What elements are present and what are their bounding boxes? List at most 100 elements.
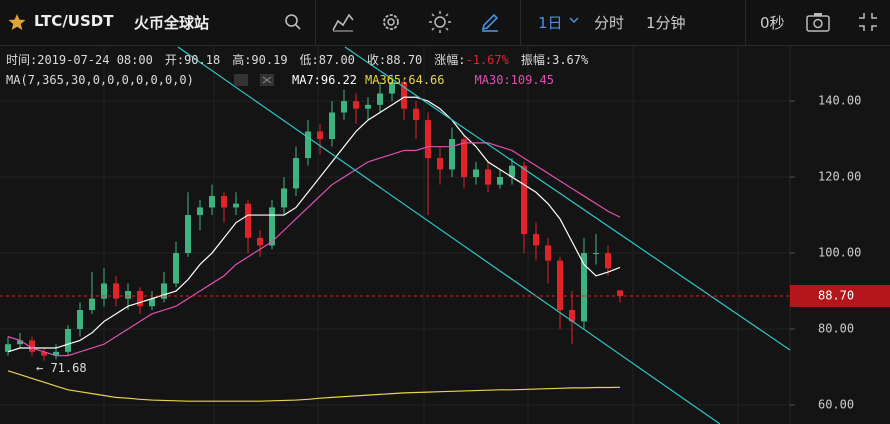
info-value: 90.19 [251,53,288,67]
info-value: 3.67% [552,53,589,67]
legend: MA7:96.22 MA365:64.66 MA30:109.45 [292,73,554,87]
ma-settings[interactable]: MA(7,365,30,0,0,0,0,0,0,0) [6,73,194,87]
ohlc-info: 时间:2019-07-24 08:00 开:90.18 高:90.19 低:87.00… [6,51,588,68]
candle-body [473,169,479,178]
candle-body [185,215,191,254]
low-marker: ← 71.68 [36,361,87,375]
dropdown-caret[interactable] [569,17,579,25]
favorite-star[interactable] [8,13,26,31]
candle-body [341,101,347,113]
info-label: 振幅: [520,53,553,67]
draw-icon[interactable] [480,12,500,32]
legend-entry: MA365:64.66 [365,73,445,87]
separator [520,0,521,46]
y-tick-label: 80.00 [818,322,854,336]
info-value: 88.70 [386,53,423,67]
separator [315,0,316,46]
candle-body [209,196,215,208]
candle-body [497,177,503,185]
interval-selected[interactable]: 1日 [538,14,563,32]
candle-body [149,298,155,307]
interval-tab[interactable]: 1分钟 [646,14,686,32]
y-tick-label: 140.00 [818,94,861,108]
candle-body [413,108,419,121]
ma-line [7,96,621,353]
candle-body [293,158,299,189]
info-value: 87.00 [318,53,355,67]
screenshot-icon[interactable] [806,12,830,32]
info-label: 低: [299,53,319,67]
separator [745,0,746,46]
info-label: 高: [232,53,252,67]
ma-controls[interactable] [234,73,278,87]
candle-body [77,310,83,330]
candle-body [617,290,623,296]
candle-body [89,298,95,311]
candle-body [545,245,551,261]
candle-body [137,291,143,307]
candle-body [437,158,443,170]
candle-body [305,131,311,159]
info-value: -1.67% [465,53,509,67]
fullscreen-icon[interactable] [858,12,878,32]
candle-body [221,196,227,208]
toolbar: LTC/USDT 火币全球站 1日 分时 1分钟 0秒 [0,0,890,46]
candle-body [65,329,71,352]
indicator-icon[interactable] [332,12,354,32]
candle-body [557,260,563,311]
y-tick-label: 120.00 [818,170,861,184]
vertical-grid [103,46,739,424]
candle-body [329,112,335,140]
ma-line [7,142,621,357]
symbol: LTC/USDT [34,12,114,30]
y-tick-label: 100.00 [818,246,861,260]
plot-area [0,46,790,424]
search-icon[interactable] [284,13,302,31]
ma-line [7,370,621,402]
candle-body [377,93,383,105]
info-label: 涨幅: [434,53,466,67]
legend-entry: MA7:96.22 [292,73,358,87]
legend-entry: MA30:109.45 [474,73,554,87]
candle-body [317,131,323,140]
candle-body [365,104,371,109]
candle-body [581,253,587,322]
candle-body [233,203,239,208]
candle-body [605,253,611,269]
candle-body [485,169,491,185]
theme-icon[interactable] [429,11,451,33]
last-price-label: 88.70 [818,288,854,302]
trend-line[interactable] [177,46,721,424]
candle-body [449,139,455,170]
candle-body [533,234,539,246]
candle-body [197,207,203,216]
candle-body [245,203,251,238]
candle-body [389,82,395,94]
y-tick-label: 60.00 [818,398,854,412]
candle-body [509,165,515,178]
candle-body [521,165,527,235]
candle-body [461,139,467,178]
candle-body [569,310,575,322]
candle-body [53,351,59,356]
chart: 60.00 80.00 100.00 120.00 140.00 88.70 ← 71.68 [0,46,890,424]
settings-icon[interactable] [381,12,401,32]
interval-tab[interactable]: 分时 [594,14,625,32]
candle-body [29,340,35,352]
candle-body [257,237,263,246]
candle-body [173,253,179,284]
info-label: 收: [366,53,387,67]
info-label: 开: [164,53,185,67]
candle-body [5,344,11,352]
info-value: 90.18 [184,53,221,67]
candle-body [101,283,107,299]
candle-body [269,207,275,246]
candle-body [125,291,131,299]
countdown: 0秒 [760,14,785,32]
candle-body [425,120,431,159]
candle-body [17,340,23,345]
last-price-tag [790,284,890,307]
trend-line[interactable] [344,46,791,351]
exchange: 火币全球站 [134,14,210,32]
